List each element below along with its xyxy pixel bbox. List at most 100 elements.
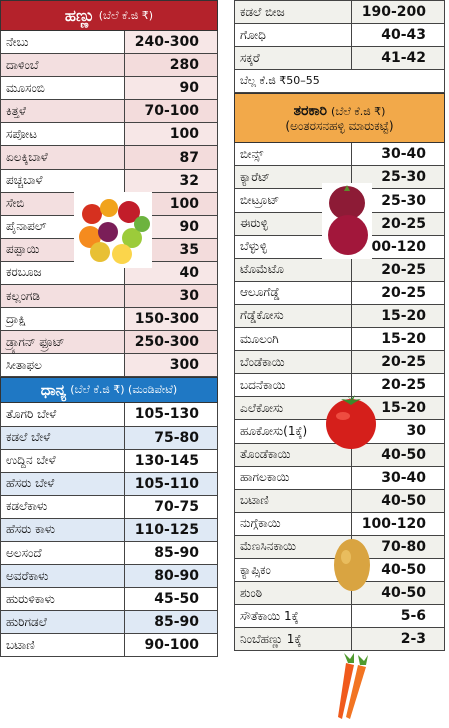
fruit-row: ಸಪೋಟ 100	[0, 123, 218, 147]
fruit-price: 300	[124, 354, 217, 377]
fruit-row: ಪಚ್ಚಬಾಳೆ 32	[0, 169, 218, 193]
fruit-name: ಮೂಸಂಬಿ	[1, 77, 124, 100]
vegetable-row: ಬೀನ್ಸ್ 30-40	[234, 143, 445, 167]
carrot-image	[328, 653, 378, 721]
grain-price: 80-90	[124, 565, 217, 588]
vegetable-row: ಮೂಲಂಗಿ 15-20	[234, 328, 445, 352]
vegetable-name: ಎಲೆಕೋಸು	[235, 397, 351, 420]
vegetable-price: 20-25	[351, 351, 444, 374]
fruit-name: ಕಲ್ಲಂಗಡಿ	[1, 285, 124, 308]
fruit-row: ಮೂಸಂಬಿ 90	[0, 77, 218, 101]
vegetable-name: ಮೂಲಂಗಿ	[235, 328, 351, 351]
grains-table: ತೊಗರಿ ಬೇಳೆ 105-130 ಕಡಲೆ ಬೇಳೆ 75-80 ಉದ್ದಿನ ಬೇ…	[0, 403, 218, 658]
fruit-name: ಪಚ್ಚಬಾಳೆ	[1, 169, 124, 192]
grain-row: ಹೆಸರು ಕಾಳು 110-125	[0, 518, 218, 542]
grain-name: ಅವರೆಕಾಳು	[1, 565, 124, 588]
vegetable-row: ಬದನೆಕಾಯಿ 20-25	[234, 374, 445, 398]
misc-price: 190-200	[351, 1, 444, 24]
vegetable-name: ಕ್ಯಾಪ್ಸಿಕಂ	[235, 558, 351, 582]
fruit-name: ಕಿತ್ತಳೆ	[1, 100, 124, 123]
vegetable-row: ಮೆಣಸಿನಕಾಯಿ 70-80	[234, 535, 445, 559]
grain-name: ಅಲಸಂದೆ	[1, 541, 124, 565]
vegetable-name: ಬೆಂಡೆಕಾಯಿ	[235, 351, 351, 374]
vegetable-row: ಶುಂಠಿ 40-50	[234, 582, 445, 606]
grain-price: 85-90	[124, 541, 217, 565]
vegetable-row: ಎಲೆಕೋಸು 15-20	[234, 397, 445, 421]
fruit-name: ಡ್ರ್ಯಾಗನ್ ಫ್ರೂಟ್	[1, 331, 124, 354]
fruit-basket-image	[74, 192, 152, 268]
vegetable-name: ಮೆಣಸಿನಕಾಯಿ	[235, 535, 351, 558]
vegetable-name: ನುಗ್ಗೆಕಾಯಿ	[235, 512, 351, 535]
grain-row: ಹುರುಳಿಕಾಳು 45-50	[0, 588, 218, 612]
vegetable-name: ಟೊಮೆಟೊ	[235, 258, 351, 281]
vegetable-name: ಬದನೆಕಾಯಿ	[235, 374, 351, 397]
grains-header: ಧಾನ್ಯ (ಬೆಲೆ ಕೆ.ಜಿ ₹) (ಮಂಡಿಪೇಟೆ)	[0, 377, 218, 404]
fruit-row: ಸೀತಾಫಲ 300	[0, 354, 218, 378]
fruit-name: ನೇಬು	[1, 31, 124, 54]
grain-name: ಹುರುಳಿಕಾಳು	[1, 588, 124, 611]
fruit-price: 240-300	[124, 31, 217, 54]
grain-name: ಕಡಲೆ ಬೇಳೆ	[1, 426, 124, 449]
vegetable-price: 40-50	[351, 582, 444, 605]
vegetable-price: 100-120	[351, 512, 444, 535]
vegetable-row: ಆಲೂಗೆಡ್ಡೆ 20-25	[234, 281, 445, 305]
vegetable-price: 70-80	[351, 535, 444, 558]
left-column: ಹಣ್ಣು (ಬೆಲೆ ಕೆ.ಜಿ ₹) ನೇಬು 240-300 ದಾಳಿಂಬೆ 2…	[0, 0, 218, 728]
vegetable-price: 100-120	[351, 235, 444, 258]
vegetable-price: 40-50	[351, 489, 444, 512]
misc-price: 41-42	[351, 47, 444, 70]
fruit-row: ಕಿತ್ತಳೆ 70-100	[0, 100, 218, 124]
fruit-price: 90	[124, 77, 217, 100]
grain-name: ಬಟಾಣಿ	[1, 634, 124, 657]
fruits-unit: (ಬೆಲೆ ಕೆ.ಜಿ ₹)	[98, 8, 154, 22]
vegetable-name: ಹೂಕೋಸು(1ಕ್ಕೆ)	[235, 420, 351, 443]
fruit-price: 87	[124, 146, 217, 169]
misc-price: 40-43	[351, 24, 444, 47]
vegetable-row: ಟೊಮೆಟೊ 20-25	[234, 258, 445, 282]
grains-unit: (ಬೆಲೆ ಕೆ.ಜಿ ₹) (ಮಂಡಿಪೇಟೆ)	[70, 383, 178, 397]
vegetable-row: ಸೌತೆಕಾಯಿ 1ಕ್ಕೆ 5-6	[234, 605, 445, 629]
grain-price: 85-90	[124, 611, 217, 634]
vegetable-price: 5-6	[351, 605, 444, 628]
vegetable-price: 20-25	[351, 374, 444, 397]
grain-price: 45-50	[124, 588, 217, 611]
vegetable-row: ನಿಂಬೆಹಣ್ಣು 1ಕ್ಕೆ 2-3	[234, 628, 445, 652]
vegetable-price: 30-40	[351, 466, 444, 489]
misc-name: ಕಡಲೆ ಬೀಜ	[235, 1, 351, 24]
vegetable-name: ಗೆಡ್ಡೆಕೋಸು	[235, 304, 351, 328]
fruit-name: ದಾಳಿಂಬೆ	[1, 54, 124, 77]
grains-title: ಧಾನ್ಯ	[40, 381, 67, 400]
fruit-price: 150-300	[124, 308, 217, 331]
vegetable-name: ನಿಂಬೆಹಣ್ಣು 1ಕ್ಕೆ	[235, 628, 351, 651]
vegetable-name: ಬಟಾಣಿ	[235, 489, 351, 512]
grain-row: ಅವರೆಕಾಳು 80-90	[0, 565, 218, 589]
misc-row: ಗೋಧಿ 40-43	[234, 24, 445, 48]
grain-row: ಅಲಸಂದೆ 85-90	[0, 541, 218, 566]
jaggery-note: ಬೆಲ್ಲ ಕೆ.ಜಿ ₹50–55	[234, 70, 445, 94]
fruit-row: ದಾಳಿಂಬೆ 280	[0, 54, 218, 78]
fruit-price: 70-100	[124, 100, 217, 123]
grain-row: ತೊಗರಿ ಬೇಳೆ 105-130	[0, 403, 218, 427]
grain-row: ಕಡಲೆಕಾಳು 70-75	[0, 495, 218, 519]
grain-row: ಹುರಿಗಡಲೆ 85-90	[0, 611, 218, 635]
fruit-row: ಏಲಕ್ಕಿಬಾಳೆ 87	[0, 146, 218, 170]
grain-price: 130-145	[124, 449, 217, 472]
vegetable-price: 15-20	[351, 397, 444, 420]
fruit-row: ನೇಬು 240-300	[0, 31, 218, 55]
grain-row: ಹೆಸರು ಬೇಳೆ 105-110	[0, 472, 218, 496]
vegetable-name: ಕ್ಯಾರೆಟ್	[235, 166, 351, 189]
vegetable-price: 15-20	[351, 328, 444, 351]
tomato-image	[323, 394, 379, 450]
vegetable-name: ತೊಂಡೆಕಾಯಿ	[235, 443, 351, 466]
fruit-name: ಸೀತಾಫಲ	[1, 354, 124, 377]
grain-row: ಉದ್ದಿನ ಬೇಳೆ 130-145	[0, 449, 218, 473]
fruit-price: 32	[124, 169, 217, 192]
fruit-name: ಏಲಕ್ಕಿಬಾಳೆ	[1, 146, 124, 169]
vegetable-price: 40-50	[351, 558, 444, 582]
vegetable-price: 2-3	[351, 628, 444, 651]
fruits-title: ಹಣ್ಣು	[64, 5, 95, 25]
vegetable-name: ಸೌತೆಕಾಯಿ 1ಕ್ಕೆ	[235, 605, 351, 628]
fruit-name: ದ್ರಾಕ್ಷಿ	[1, 308, 124, 331]
grain-price: 105-110	[124, 472, 217, 495]
fruit-price: 100	[124, 123, 217, 146]
